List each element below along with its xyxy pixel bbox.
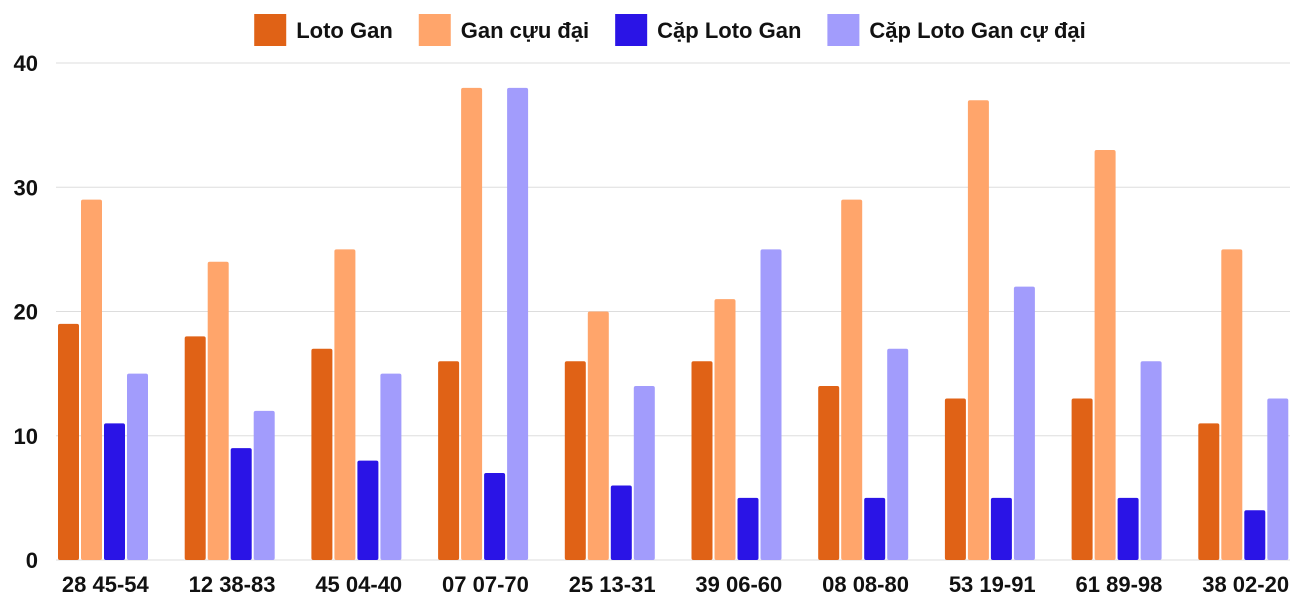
x-axis: 28 45-54 12 38-83 45 04-40 07 07-70 25 13-31…: [62, 572, 1289, 597]
bar-1-6: [691, 361, 713, 560]
bar-2-1: [81, 199, 102, 561]
bar-4-2: [253, 410, 275, 560]
bar-1-7: [818, 386, 840, 560]
bar-3-8: [990, 497, 1012, 560]
bar-3-6: [737, 497, 759, 560]
x-tick-label: 38 02-20: [1202, 572, 1289, 597]
bar-3-5: [610, 485, 632, 560]
bar-3-7: [864, 497, 886, 560]
bar-3-9: [1117, 497, 1139, 560]
legend-label: Loto Gan: [296, 18, 393, 43]
x-tick-label: 45 04-40: [315, 572, 402, 597]
x-tick-label: 07 07-70: [442, 572, 529, 597]
legend-swatch: [254, 14, 287, 46]
bar-2-6: [714, 299, 736, 560]
y-tick-label: 20: [14, 300, 38, 325]
bar-1-4: [438, 361, 460, 560]
bar-2-10: [1221, 249, 1243, 560]
bar-2-7: [841, 199, 863, 561]
bar-2-5: [587, 311, 609, 560]
bar-4-8: [1013, 286, 1035, 560]
bar-4-4: [507, 87, 529, 560]
bar-3-4: [484, 473, 506, 560]
x-tick-label: 53 19-91: [949, 572, 1036, 597]
legend-label: Cặp Loto Gan: [657, 18, 801, 43]
bar-3-10: [1244, 510, 1266, 560]
y-tick-label: 0: [26, 548, 38, 573]
legend-swatch: [418, 14, 451, 46]
bar-4-1: [127, 373, 148, 560]
y-tick-label: 10: [14, 424, 38, 449]
bar-4-10: [1267, 398, 1289, 560]
x-tick-label: 39 06-60: [695, 572, 782, 597]
x-tick-label: 25 13-31: [569, 572, 656, 597]
bar-1-10: [1198, 423, 1220, 560]
x-tick-label: 12 38-83: [189, 572, 276, 597]
bar-1-3: [311, 348, 333, 560]
y-tick-label: 40: [14, 51, 38, 76]
bar-1-1: [58, 323, 79, 560]
y-tick-label: 30: [14, 175, 38, 200]
bar-3-3: [357, 460, 379, 560]
bar-4-5: [633, 386, 655, 560]
bar-2-9: [1094, 149, 1116, 560]
bar-1-5: [564, 361, 586, 560]
bar-1-8: [944, 398, 966, 560]
x-tick-label: 28 45-54: [62, 572, 150, 597]
bar-4-6: [760, 249, 782, 560]
bar-3-1: [104, 423, 125, 560]
bar-2-4: [461, 87, 483, 560]
bar-1-2: [184, 336, 206, 560]
bars: [58, 87, 1289, 561]
x-tick-label: 61 89-98: [1076, 572, 1163, 597]
legend-item-4: Cặp Loto Gan cự đại: [827, 14, 1086, 46]
bar-2-3: [334, 249, 356, 560]
legend-item-1: Loto Gan: [254, 14, 393, 46]
bar-3-2: [230, 448, 252, 560]
bar-2-2: [207, 261, 229, 560]
bar-4-3: [380, 373, 402, 560]
x-tick-label: 08 08-80: [822, 572, 909, 597]
legend-swatch: [827, 14, 860, 46]
legend: Loto Gan Gan cựu đại Cặp Loto Gan Cặp Loto …: [254, 14, 1086, 46]
legend-item-3: Cặp Loto Gan: [615, 14, 801, 46]
legend-label: Gan cựu đại: [461, 18, 589, 43]
bar-2-8: [967, 100, 989, 561]
bar-4-7: [887, 348, 909, 560]
bar-4-9: [1140, 361, 1162, 560]
legend-label: Cặp Loto Gan cự đại: [869, 18, 1085, 43]
y-axis: 0 10 20 30 40: [14, 51, 38, 573]
bar-1-9: [1071, 398, 1093, 560]
legend-item-2: Gan cựu đại: [418, 14, 589, 46]
legend-swatch: [615, 14, 648, 46]
